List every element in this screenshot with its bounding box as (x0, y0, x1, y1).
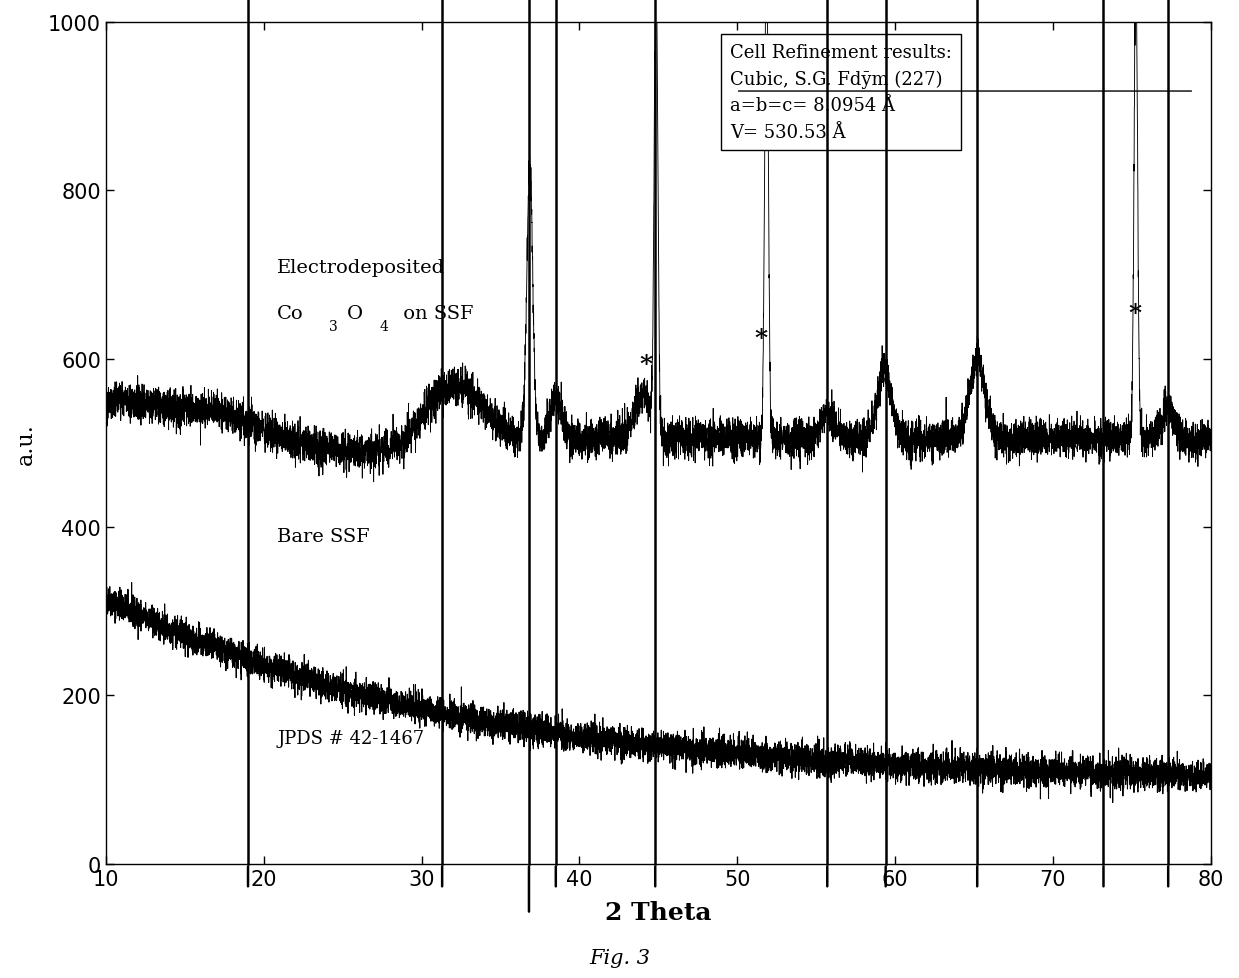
Text: on SSF: on SSF (396, 305, 473, 323)
Text: Bare SSF: Bare SSF (278, 527, 370, 546)
Text: *: * (639, 352, 652, 377)
Text: *: * (755, 327, 767, 351)
Y-axis label: a.u.: a.u. (15, 422, 37, 465)
Text: O: O (347, 305, 363, 323)
Text: JPDS # 42-1467: JPDS # 42-1467 (278, 730, 424, 747)
Text: Electrodeposited: Electrodeposited (278, 258, 445, 277)
Text: *: * (1129, 302, 1141, 326)
Text: 3: 3 (330, 320, 338, 333)
Text: 4: 4 (380, 320, 389, 333)
Text: Cell Refinement results:
Cubic, S.G. Fdȳm (227)
a=b=c= 8.0954 Å
V= 530.53 Å: Cell Refinement results: Cubic, S.G. Fdȳ… (730, 44, 952, 142)
Text: Fig. 3: Fig. 3 (589, 949, 650, 967)
Text: Co: Co (278, 305, 304, 323)
X-axis label: 2 Theta: 2 Theta (605, 900, 711, 924)
